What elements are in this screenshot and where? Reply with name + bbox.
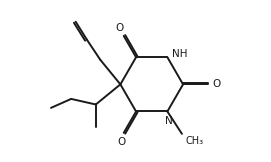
Text: CH₃: CH₃ [185, 136, 204, 146]
Text: O: O [212, 79, 220, 89]
Text: N: N [164, 116, 172, 126]
Text: O: O [117, 137, 126, 147]
Text: O: O [115, 23, 123, 33]
Text: NH: NH [172, 49, 187, 59]
